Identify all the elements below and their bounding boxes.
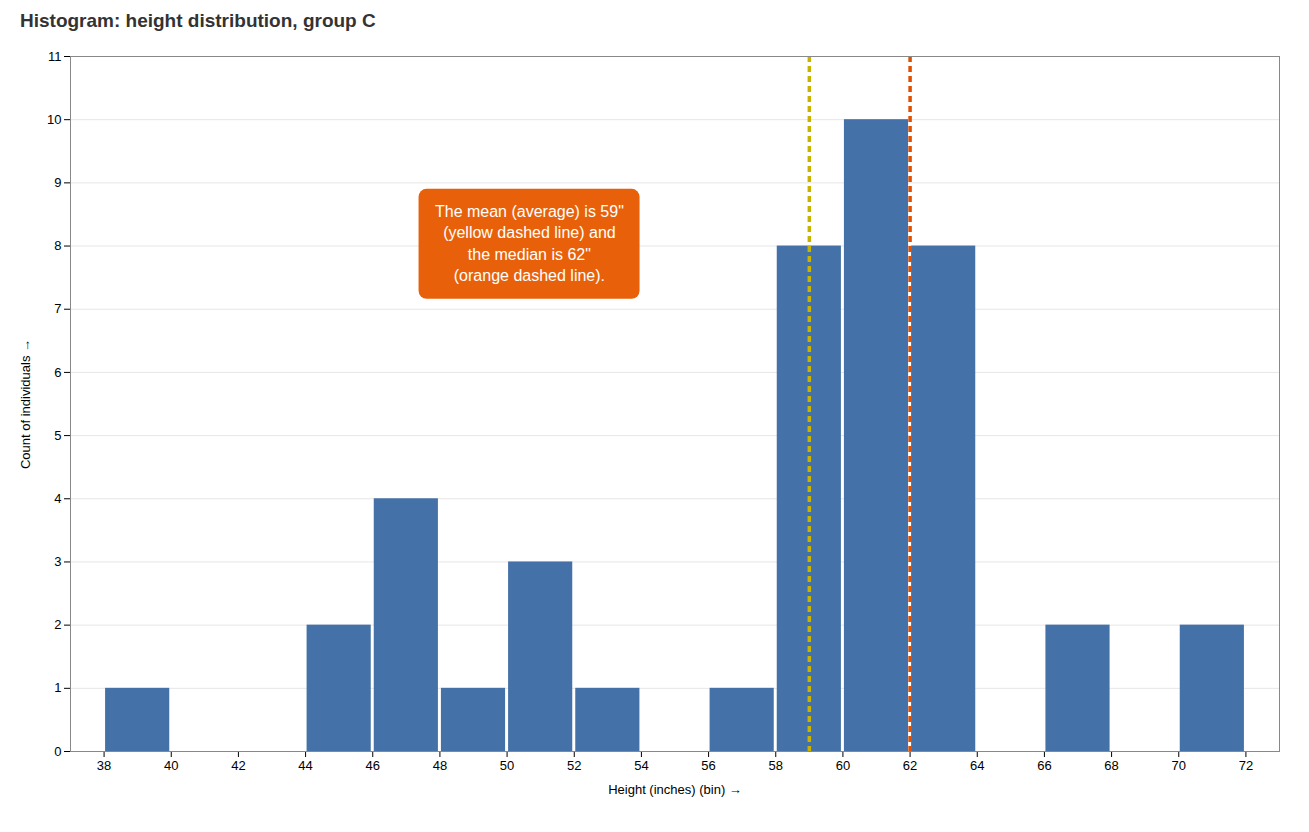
svg-text:10: 10: [47, 112, 61, 127]
svg-text:44: 44: [298, 758, 312, 773]
svg-text:9: 9: [54, 175, 61, 190]
svg-text:42: 42: [231, 758, 245, 773]
svg-text:5: 5: [54, 428, 61, 443]
svg-text:11: 11: [48, 49, 62, 64]
svg-text:72: 72: [1239, 758, 1253, 773]
svg-text:70: 70: [1172, 758, 1186, 773]
svg-text:1: 1: [54, 680, 61, 695]
svg-text:Height (inches) (bin) →: Height (inches) (bin) →: [608, 782, 742, 797]
svg-text:52: 52: [567, 758, 581, 773]
svg-text:2: 2: [54, 617, 61, 632]
svg-text:6: 6: [54, 365, 61, 380]
svg-text:7: 7: [54, 301, 61, 316]
svg-text:58: 58: [769, 758, 783, 773]
svg-text:40: 40: [164, 758, 178, 773]
svg-text:60: 60: [836, 758, 850, 773]
svg-text:56: 56: [701, 758, 715, 773]
svg-text:54: 54: [634, 758, 648, 773]
svg-text:48: 48: [433, 758, 447, 773]
html-text:The mean (average) is 59" (yel: The mean (average) is 59" (yellow dashed…: [435, 202, 624, 285]
html-text:Histogram: height distribution: Histogram: height distribution, group C: [20, 10, 376, 31]
svg-text:38: 38: [97, 758, 111, 773]
svg-text:Count of individuals →: Count of individuals →: [18, 339, 33, 469]
svg-text:46: 46: [366, 758, 380, 773]
svg-text:8: 8: [54, 238, 61, 253]
svg-text:3: 3: [54, 554, 61, 569]
svg-text:50: 50: [500, 758, 514, 773]
svg-text:68: 68: [1104, 758, 1118, 773]
svg-text:0: 0: [54, 744, 61, 759]
svg-text:62: 62: [903, 758, 917, 773]
svg-text:66: 66: [1037, 758, 1051, 773]
svg-text:64: 64: [970, 758, 984, 773]
svg-text:4: 4: [54, 491, 61, 506]
